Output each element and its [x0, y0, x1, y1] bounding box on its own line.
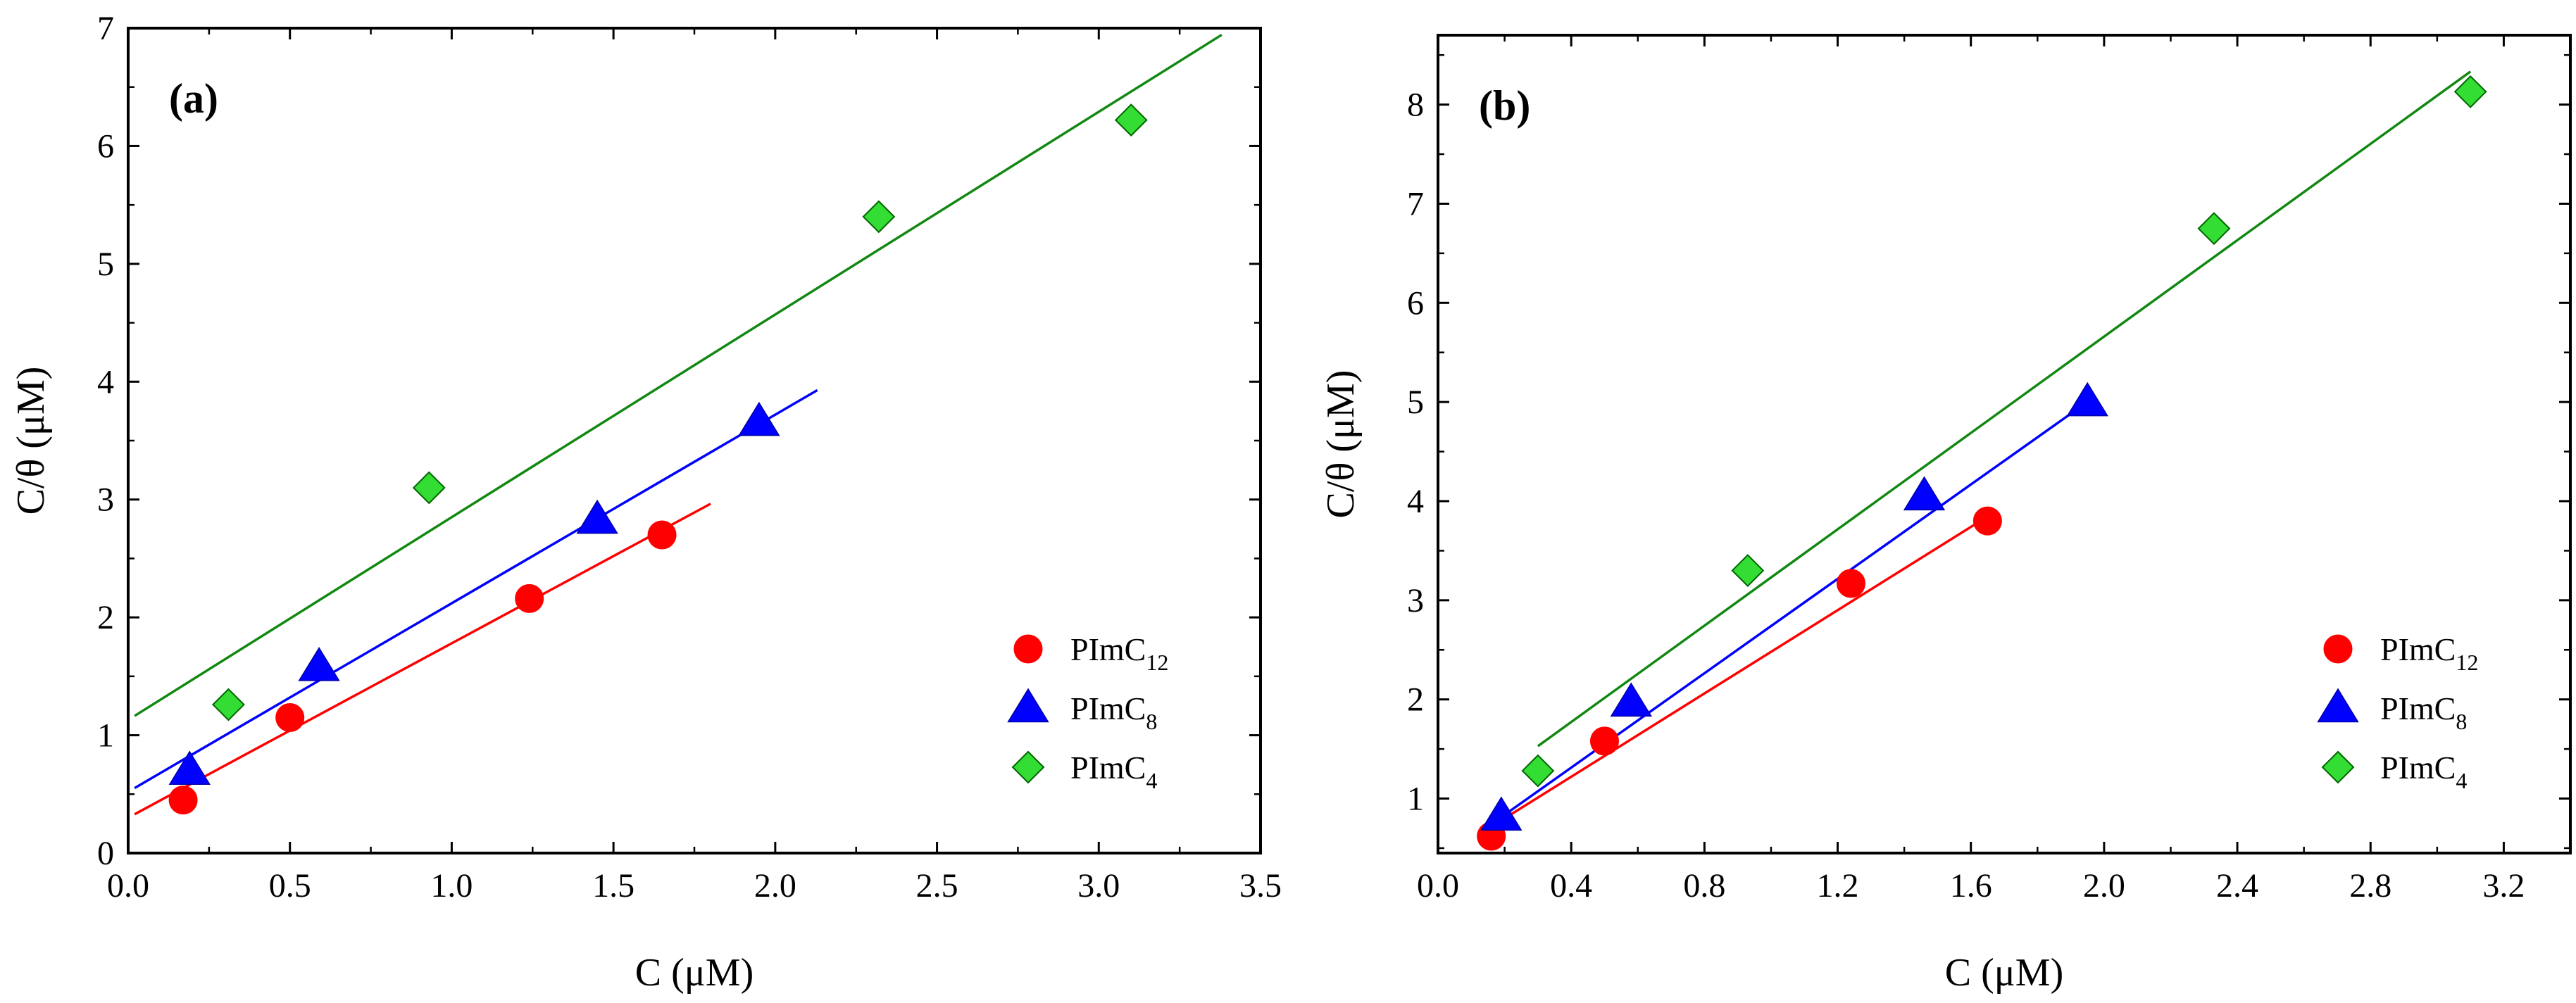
- data-point-pimc8: [1610, 682, 1652, 717]
- legend-label-sub: 12: [2456, 650, 2478, 675]
- y-tick-label: 5: [1407, 384, 1424, 421]
- data-point-pimc12: [1589, 726, 1619, 756]
- legend-label-main: PImC: [1070, 750, 1146, 786]
- x-tick-label: 3.2: [2482, 867, 2525, 904]
- x-tick-label: 1.2: [1817, 867, 1859, 904]
- legend-label-sub: 4: [1146, 768, 1157, 793]
- legend-label-sub: 8: [2456, 709, 2467, 734]
- x-tick-label: 1.6: [1950, 867, 1992, 904]
- legend-label-pimc8: PImC8: [1070, 690, 1157, 734]
- data-point-pimc8: [168, 750, 211, 785]
- data-point-pimc4: [412, 471, 446, 505]
- y-tick-label: 2: [97, 599, 114, 636]
- data-point-pimc8: [298, 647, 340, 681]
- x-tick-label: 2.8: [2349, 867, 2391, 904]
- plot-frame: [1437, 34, 2572, 854]
- y-tick-label: 4: [97, 363, 114, 400]
- legend-marker-pimc12: [1013, 634, 1043, 664]
- y-tick-label: 8: [1407, 87, 1424, 124]
- x-tick-label: 2.4: [2216, 867, 2258, 904]
- data-point-pimc4: [2453, 75, 2487, 108]
- x-tick-label: 0.5: [269, 867, 311, 904]
- legend-marker-pimc12: [2323, 634, 2353, 664]
- y-tick-label: 4: [1407, 483, 1424, 520]
- y-tick-label: 5: [97, 246, 114, 283]
- data-point-pimc4: [862, 200, 896, 234]
- x-tick-label: 3.5: [1239, 867, 1282, 904]
- x-tick-label: 2.5: [916, 867, 958, 904]
- y-axis-label: C/θ (μM): [9, 367, 53, 515]
- y-tick-label: 6: [97, 127, 114, 165]
- data-point-pimc8: [1480, 796, 1523, 831]
- legend-marker-pimc4: [1011, 750, 1045, 784]
- data-point-pimc4: [212, 688, 245, 721]
- legend-label-pimc12: PImC12: [2380, 631, 2478, 675]
- data-point-pimc4: [1521, 754, 1555, 788]
- data-point-pimc12: [168, 786, 198, 815]
- y-tick-label: 2: [1407, 681, 1424, 719]
- y-tick-label: 7: [97, 10, 114, 47]
- fit-line-pimc4: [134, 33, 1223, 717]
- data-point-pimc12: [1836, 569, 1865, 598]
- legend-marker-pimc4: [2321, 750, 2355, 784]
- fit-line-pimc8: [134, 389, 818, 790]
- legend-label-pimc12: PImC12: [1070, 631, 1168, 675]
- x-tick-label: 2.0: [2083, 867, 2125, 904]
- y-tick-label: 7: [1407, 185, 1424, 222]
- y-tick-label: 6: [1407, 284, 1424, 322]
- x-tick-label: 0.0: [107, 867, 149, 904]
- y-tick-label: 0: [97, 835, 114, 872]
- legend-label-sub: 4: [2456, 768, 2467, 793]
- x-tick-label: 1.5: [592, 867, 634, 904]
- x-tick-label: 3.0: [1077, 867, 1120, 904]
- legend-marker-pimc8: [2317, 688, 2359, 723]
- y-tick-label: 3: [97, 481, 114, 519]
- legend-label-main: PImC: [2380, 631, 2456, 667]
- legend-label-sub: 12: [1146, 650, 1168, 675]
- legend-label-sub: 8: [1146, 709, 1157, 734]
- y-tick-label: 1: [97, 717, 114, 755]
- data-point-pimc4: [1731, 554, 1765, 587]
- legend-label-pimc8: PImC8: [2380, 690, 2467, 734]
- fit-line-pimc12: [134, 503, 711, 816]
- x-tick-label: 1.0: [430, 867, 473, 904]
- x-axis-label: C (μM): [635, 951, 754, 995]
- data-point-pimc12: [647, 520, 677, 550]
- legend-label-pimc4: PImC4: [1070, 750, 1157, 793]
- data-point-pimc8: [738, 401, 780, 436]
- legend-label-main: PImC: [1070, 690, 1146, 726]
- data-point-pimc8: [2066, 381, 2108, 417]
- data-point-pimc12: [275, 702, 305, 732]
- data-point-pimc12: [1972, 506, 2002, 536]
- y-axis-label: C/θ (μM): [1319, 370, 1363, 519]
- x-axis-label: C (μM): [1945, 951, 2063, 995]
- x-tick-label: 0.4: [1550, 867, 1592, 904]
- data-point-pimc8: [1903, 476, 1946, 511]
- data-point-pimc4: [2197, 212, 2231, 246]
- data-point-pimc4: [1114, 103, 1148, 137]
- x-tick-label: 2.0: [754, 867, 796, 904]
- data-point-pimc12: [515, 583, 544, 613]
- fit-line-pimc8: [1494, 400, 2089, 824]
- panel-label: (b): [1479, 82, 1530, 129]
- legend-label-pimc4: PImC4: [2380, 750, 2467, 793]
- x-tick-label: 0.8: [1683, 867, 1725, 904]
- data-point-pimc8: [576, 499, 618, 534]
- y-tick-label: 3: [1407, 582, 1424, 619]
- legend-label-main: PImC: [2380, 690, 2456, 726]
- x-tick-label: 0.0: [1417, 867, 1459, 904]
- legend-label-main: PImC: [2380, 750, 2456, 786]
- panel-label: (a): [169, 75, 218, 122]
- legend-label-main: PImC: [1070, 631, 1146, 667]
- legend-marker-pimc8: [1007, 688, 1049, 723]
- fit-line-pimc12: [1490, 515, 1989, 828]
- y-tick-label: 1: [1407, 781, 1424, 818]
- fit-line-pimc4: [1537, 70, 2472, 747]
